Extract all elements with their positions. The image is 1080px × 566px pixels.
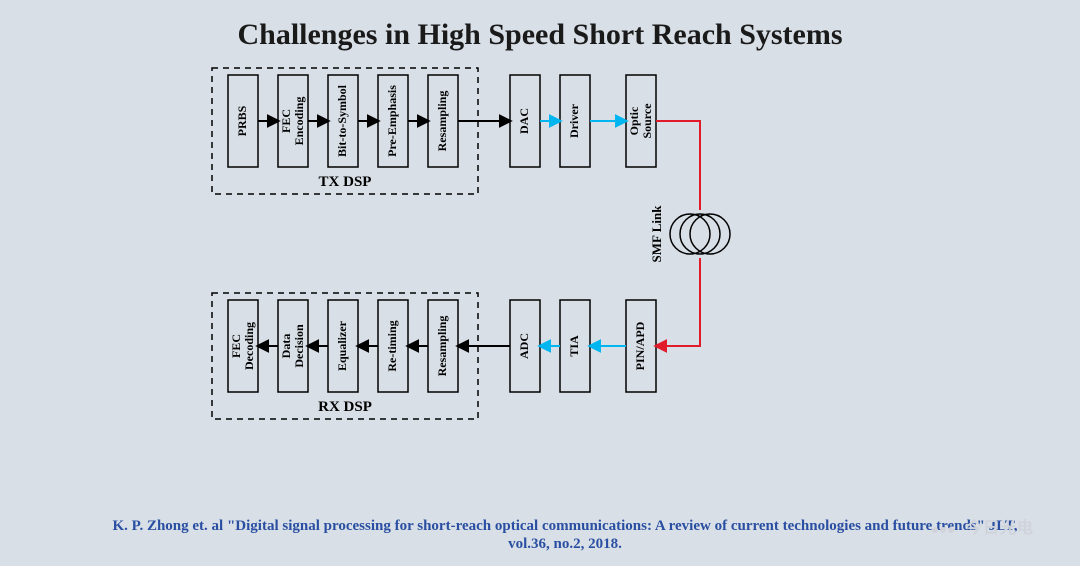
svg-text:Data: Data [279, 334, 293, 359]
svg-text:Encoding: Encoding [292, 97, 306, 146]
svg-text:Equalizer: Equalizer [335, 320, 349, 371]
watermark: 今日光电 [931, 514, 1034, 538]
fiber-link-in [656, 121, 700, 210]
svg-text:Decoding: Decoding [242, 322, 256, 370]
svg-text:FEC: FEC [279, 109, 293, 133]
svg-text:Resampling: Resampling [435, 91, 449, 152]
svg-text:Pre-Emphasis: Pre-Emphasis [385, 85, 399, 157]
citation-text: K. P. Zhong et. al "Digital signal proce… [113, 518, 1018, 553]
citation: K. P. Zhong et. al "Digital signal proce… [110, 517, 1020, 555]
fiber-link-out [656, 258, 700, 346]
svg-text:Decision: Decision [292, 324, 306, 368]
watermark-text: 今日光电 [966, 520, 1034, 537]
svg-text:Optic: Optic [627, 106, 641, 135]
svg-text:Bit-to-Symbol: Bit-to-Symbol [335, 84, 349, 157]
svg-text:FEC: FEC [229, 334, 243, 358]
fiber-label: SMF Link [649, 205, 664, 263]
svg-text:ADC: ADC [517, 333, 531, 359]
section-label: TX DSP [319, 174, 372, 190]
block-diagram: TX DSPPRBSFECEncodingBit-to-SymbolPre-Em… [0, 0, 1080, 566]
svg-text:Driver: Driver [567, 103, 581, 138]
svg-text:PIN/APD: PIN/APD [633, 321, 647, 370]
section-label: RX DSP [318, 399, 372, 415]
svg-text:Resampling: Resampling [435, 316, 449, 377]
watermark-icon [931, 520, 955, 538]
fiber-coil [680, 214, 720, 254]
svg-text:Source: Source [640, 103, 654, 139]
svg-text:TIA: TIA [567, 335, 581, 357]
svg-text:Re-timing: Re-timing [385, 320, 399, 371]
svg-text:PRBS: PRBS [235, 105, 249, 136]
svg-text:DAC: DAC [517, 108, 531, 134]
